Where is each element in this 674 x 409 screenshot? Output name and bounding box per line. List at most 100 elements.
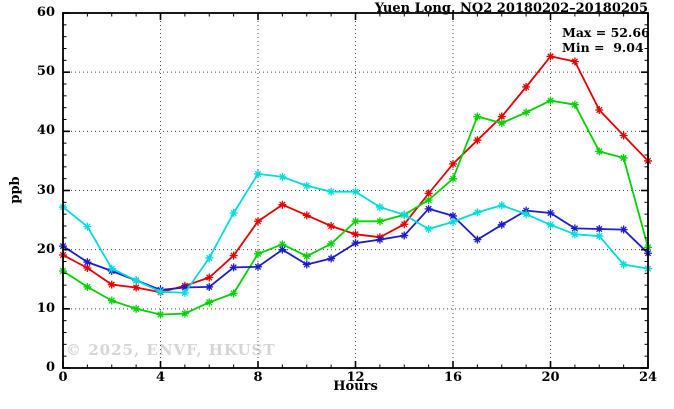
series-green-marker xyxy=(375,217,384,226)
series-cyan-marker xyxy=(156,287,165,296)
series-blue-marker xyxy=(595,224,604,233)
series-blue-marker xyxy=(83,258,92,267)
series-cyan-marker xyxy=(400,210,409,219)
series-blue-marker xyxy=(497,220,506,229)
series-green-marker xyxy=(254,249,262,258)
series-red-marker xyxy=(522,82,531,91)
series-red-marker xyxy=(546,52,555,61)
series-red-marker xyxy=(132,283,141,292)
series-red-marker xyxy=(595,106,604,115)
series-green-marker xyxy=(107,296,116,305)
series-cyan-marker xyxy=(522,210,531,219)
series-blue-marker xyxy=(302,260,311,269)
x-tick-label: 16 xyxy=(443,370,463,385)
series-red-marker xyxy=(570,57,579,66)
series-green-marker xyxy=(473,112,482,121)
series-green-marker xyxy=(424,195,433,204)
series-cyan-marker xyxy=(278,172,287,181)
y-tick-label: 40 xyxy=(36,123,55,139)
series-cyan-marker xyxy=(132,276,141,285)
series-green-marker xyxy=(449,174,457,183)
series-blue-marker xyxy=(327,254,336,263)
series-red-marker xyxy=(83,264,92,273)
series-cyan-marker xyxy=(546,220,555,229)
series-red-marker xyxy=(205,273,214,282)
series-red-marker xyxy=(497,112,506,121)
series-cyan-marker xyxy=(107,264,116,273)
series-green-marker xyxy=(595,147,604,156)
series-red-marker xyxy=(254,217,262,226)
y-tick-label: 10 xyxy=(36,300,55,316)
x-tick-label: 20 xyxy=(541,370,560,385)
series-red-line xyxy=(62,55,649,294)
watermark: © 2025, ENVF, HKUST xyxy=(66,341,276,359)
series-red-marker xyxy=(327,222,336,230)
series-blue-marker xyxy=(449,211,457,220)
x-tick-label: 24 xyxy=(638,370,658,385)
series-blue-marker xyxy=(205,282,214,291)
series-green-marker xyxy=(132,304,141,313)
series-blue-marker xyxy=(278,245,287,254)
series-blue-marker xyxy=(473,235,482,244)
series-red-marker xyxy=(229,251,238,260)
series-green-marker xyxy=(205,298,214,307)
series-red-marker xyxy=(449,159,457,168)
series-cyan-marker xyxy=(473,208,482,217)
series-green-line xyxy=(62,99,649,316)
series-cyan-marker xyxy=(205,253,214,262)
y-tick-label: 30 xyxy=(36,182,55,198)
series-cyan-marker xyxy=(375,203,384,212)
series-green-marker xyxy=(180,309,189,318)
series-cyan-marker xyxy=(424,224,433,233)
stats-annotation: Max = 52.66 Min = 9.04 xyxy=(562,25,650,55)
series-red-marker xyxy=(400,220,409,229)
x-tick-label: 12 xyxy=(346,370,365,385)
series-blue-marker xyxy=(180,283,189,292)
series-red-marker xyxy=(473,136,482,145)
x-tick-label: 4 xyxy=(155,370,166,385)
y-tick-label: 50 xyxy=(36,64,55,80)
series-green-marker xyxy=(327,239,336,248)
series-red-marker xyxy=(278,200,287,209)
series-cyan-marker xyxy=(449,217,457,226)
x-tick-label: 8 xyxy=(253,370,263,385)
series-cyan-marker xyxy=(351,187,360,196)
series-cyan-marker xyxy=(497,201,506,210)
series-red-marker xyxy=(619,131,628,140)
series-blue-marker xyxy=(254,262,262,271)
series-red-marker xyxy=(302,211,311,220)
series-green-marker xyxy=(546,96,555,105)
series-cyan-marker xyxy=(83,222,92,231)
series-green-marker xyxy=(522,108,531,117)
series-cyan-marker xyxy=(619,260,628,269)
series-cyan-marker xyxy=(595,232,604,241)
series-cyan-marker xyxy=(327,187,336,196)
y-tick-label: 20 xyxy=(36,241,55,257)
series-red-marker xyxy=(351,230,360,239)
series-cyan-marker xyxy=(229,208,238,217)
annotation-min: Min = 9.04 xyxy=(562,40,644,55)
series-green-marker xyxy=(83,282,92,291)
series-blue-marker xyxy=(400,231,409,240)
series-red-marker xyxy=(107,280,116,289)
series-green-marker xyxy=(351,217,360,226)
series-cyan-marker xyxy=(254,169,262,178)
series-blue-marker xyxy=(619,225,628,234)
y-tick-label: 60 xyxy=(36,5,55,20)
series-blue-marker xyxy=(351,239,360,248)
series-blue-marker xyxy=(424,204,433,213)
series-green-marker xyxy=(302,252,311,261)
series-red-marker xyxy=(424,189,433,198)
chart-title: Yuen Long, NO2 20180202–20180205 xyxy=(374,1,648,16)
series-blue-marker xyxy=(546,208,555,217)
series-green-marker xyxy=(619,153,628,162)
series-cyan-marker xyxy=(180,288,189,297)
series-blue-marker xyxy=(570,224,579,233)
x-axis-label: Hours xyxy=(333,379,378,394)
series-cyan-marker xyxy=(570,230,579,239)
series-cyan-marker xyxy=(302,181,311,190)
series-blue-marker xyxy=(375,235,384,244)
series-green-marker xyxy=(156,310,165,319)
